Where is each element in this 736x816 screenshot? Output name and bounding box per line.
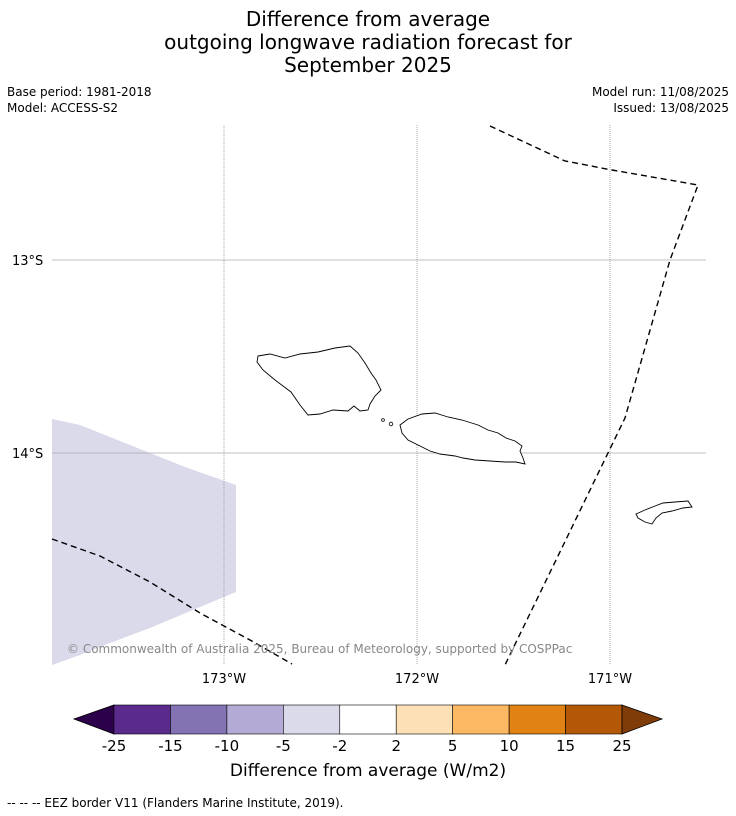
colorbar-box (339, 704, 397, 735)
lon-label-172w: 172°W (395, 672, 439, 687)
colorbar-tick-label: 2 (391, 737, 401, 755)
title-line-2: outgoing longwave radiation forecast for (164, 30, 572, 54)
colorbar-box (226, 704, 284, 735)
colorbar-box (395, 704, 453, 735)
eez-border-southwest (51, 538, 293, 665)
map-title: Difference from average outgoing longwav… (0, 8, 736, 77)
colorbar-box (283, 704, 341, 735)
colorbar-box (170, 704, 228, 735)
upolu-island (399, 412, 526, 465)
colorbar-tick-label: -2 (332, 737, 347, 755)
lat-label-14s: 14°S (12, 447, 43, 462)
eez-border-north (489, 125, 699, 666)
issued-date: Issued: 13/08/2025 (613, 101, 729, 115)
copyright-text: © Commonwealth of Australia 2025, Bureau… (67, 642, 572, 656)
title-line-1: Difference from average (245, 7, 491, 31)
colorbar-boxes (113, 704, 623, 735)
title-line-3: September 2025 (284, 53, 452, 77)
model-name: Model: ACCESS-S2 (7, 101, 119, 115)
lon-label-173w: 173°W (202, 672, 246, 687)
model-run: Model run: 11/08/2025 (591, 85, 729, 99)
base-period: Base period: 1981-2018 (7, 85, 152, 99)
colorbar-tick-label: -15 (158, 737, 183, 755)
colorbar-tick-label: 10 (500, 737, 519, 755)
colorbar-tick-label: -25 (102, 737, 127, 755)
colorbar: -25 -15 -10 -5 -2 2 5 10 15 25 (72, 704, 664, 755)
meta-right: Model run: 11/08/2025 Issued: 13/08/2025 (592, 84, 729, 116)
savaii-island (256, 345, 382, 416)
meta-left: Base period: 1981-2018 Model: ACCESS-S2 (7, 84, 152, 116)
eez-footer-note: -- -- -- EEZ border V11 (Flanders Marine… (7, 796, 344, 810)
colorbar-box (565, 704, 623, 735)
colorbar-box (508, 704, 566, 735)
colorbar-ticks: -25 -15 -10 -5 -2 2 5 10 15 25 (102, 737, 632, 755)
colorbar-tick-label: -10 (215, 737, 240, 755)
islet-1 (381, 418, 385, 422)
islet-2 (388, 421, 394, 427)
tutuila-island (635, 500, 693, 525)
lon-label-171w: 171°W (588, 672, 632, 687)
colorbar-over-arrow (621, 704, 664, 735)
shaded-region (52, 419, 236, 665)
lat-label-13s: 13°S (12, 254, 43, 269)
colorbar-tick-label: 15 (556, 737, 575, 755)
colorbar-box (452, 704, 510, 735)
colorbar-label: Difference from average (W/m2) (229, 761, 507, 781)
colorbar-tick-label: -5 (276, 737, 291, 755)
colorbar-box (113, 704, 171, 735)
colorbar-tick-label: 5 (448, 737, 458, 755)
colorbar-tick-label: 25 (612, 737, 631, 755)
colorbar-under-arrow (72, 704, 115, 735)
